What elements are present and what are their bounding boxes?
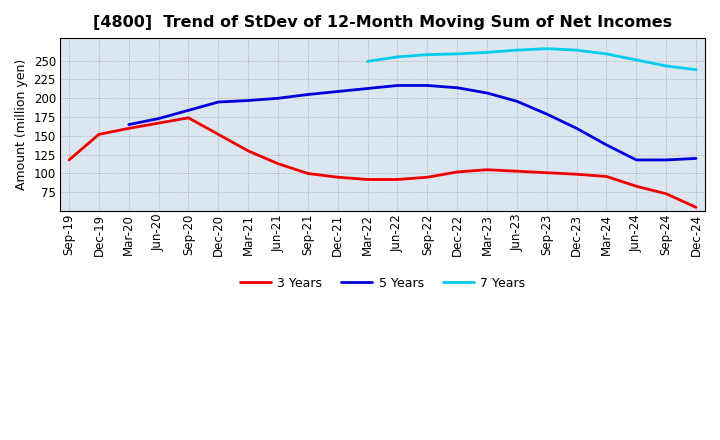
3 Years [393, 177, 402, 182]
3 Years [482, 167, 491, 172]
5 Years [482, 90, 491, 95]
3 Years [423, 175, 432, 180]
Line: 5 Years: 5 Years [129, 85, 696, 160]
3 Years [692, 205, 701, 210]
5 Years [692, 156, 701, 161]
7 Years [602, 51, 611, 57]
5 Years [423, 83, 432, 88]
3 Years [125, 126, 133, 131]
7 Years [662, 63, 670, 69]
3 Years [364, 177, 372, 182]
5 Years [125, 122, 133, 127]
Line: 7 Years: 7 Years [368, 49, 696, 70]
5 Years [154, 116, 163, 121]
3 Years [572, 172, 581, 177]
3 Years [542, 170, 551, 176]
3 Years [214, 132, 222, 137]
5 Years [542, 111, 551, 117]
5 Years [304, 92, 312, 97]
3 Years [632, 183, 641, 189]
3 Years [662, 191, 670, 196]
7 Years [572, 48, 581, 53]
5 Years [244, 98, 253, 103]
5 Years [214, 99, 222, 105]
7 Years [542, 46, 551, 51]
7 Years [423, 52, 432, 57]
3 Years [304, 171, 312, 176]
5 Years [274, 95, 282, 101]
3 Years [513, 169, 521, 174]
3 Years [94, 132, 103, 137]
Legend: 3 Years, 5 Years, 7 Years: 3 Years, 5 Years, 7 Years [235, 272, 530, 295]
Line: 3 Years: 3 Years [69, 118, 696, 207]
7 Years [692, 67, 701, 72]
5 Years [333, 89, 342, 94]
3 Years [453, 169, 462, 175]
3 Years [184, 115, 193, 121]
3 Years [154, 121, 163, 126]
7 Years [453, 51, 462, 57]
5 Years [513, 99, 521, 104]
3 Years [65, 157, 73, 162]
7 Years [393, 54, 402, 59]
7 Years [632, 57, 641, 62]
5 Years [453, 85, 462, 90]
5 Years [632, 157, 641, 162]
7 Years [364, 59, 372, 64]
5 Years [572, 126, 581, 131]
5 Years [662, 157, 670, 162]
7 Years [513, 48, 521, 53]
3 Years [333, 175, 342, 180]
5 Years [364, 86, 372, 91]
3 Years [244, 148, 253, 154]
5 Years [602, 142, 611, 147]
Y-axis label: Amount (million yen): Amount (million yen) [15, 59, 28, 190]
3 Years [602, 174, 611, 179]
3 Years [274, 161, 282, 166]
5 Years [184, 108, 193, 113]
7 Years [482, 50, 491, 55]
5 Years [393, 83, 402, 88]
Title: [4800]  Trend of StDev of 12-Month Moving Sum of Net Incomes: [4800] Trend of StDev of 12-Month Moving… [93, 15, 672, 30]
